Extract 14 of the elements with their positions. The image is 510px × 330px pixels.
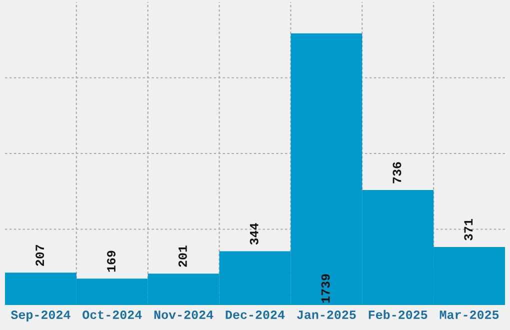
x-tick-label: Sep-2024 [10,310,70,322]
data-label: 344 [250,223,258,245]
data-label: 201 [178,246,187,267]
data-label: 169 [107,250,116,272]
data-label: 736 [392,162,402,184]
x-tick-label: Feb-2025 [368,310,428,320]
x-tick-label: Jan-2025 [297,310,356,320]
x-tick-label: Mar-2025 [440,310,499,320]
data-label: 1739 [321,274,330,303]
data-label: 371 [464,219,473,240]
x-tick-label: Nov-2024 [154,310,214,320]
data-label: 207 [36,244,44,266]
x-tick-label: Oct-2024 [82,310,142,320]
x-tick-label: Dec-2024 [226,310,285,320]
